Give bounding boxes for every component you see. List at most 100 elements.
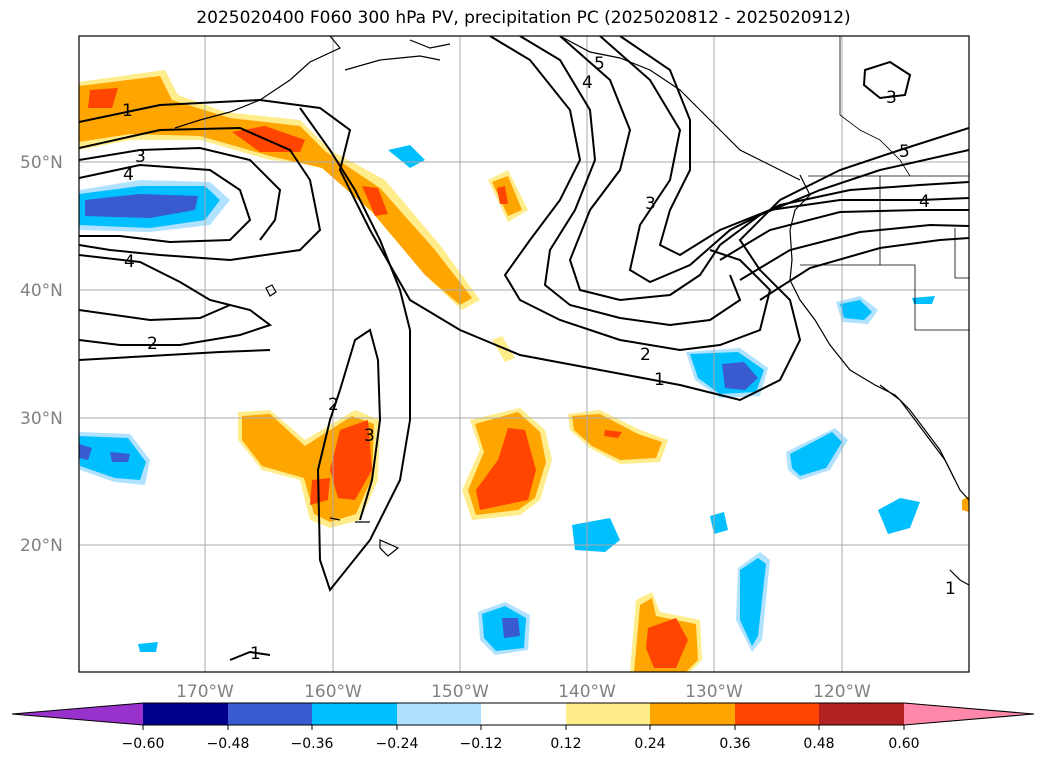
small-island — [265, 284, 277, 297]
map-title: 2025020400 F060 300 hPa PV, precipitatio… — [196, 8, 851, 28]
colorbar-segment — [312, 703, 397, 725]
map-frame — [78, 35, 970, 673]
pv-contour-17 — [739, 223, 969, 281]
contour-label: 3 — [886, 88, 897, 108]
colorbar-tick-label: 0.36 — [719, 736, 750, 752]
contour-label: 3 — [645, 194, 656, 214]
political-borders — [800, 36, 969, 331]
contour-label: 1 — [250, 644, 261, 664]
graticule — [79, 36, 969, 672]
state-border — [800, 264, 969, 331]
shade-positive — [646, 618, 688, 668]
longitude-labels: 170°W 160°W 150°W 140°W 130°W 120°W — [176, 682, 871, 702]
alaska-coast — [174, 36, 451, 129]
colorbar-tick-label: 0.12 — [550, 736, 581, 752]
colorbar-segment — [735, 703, 819, 725]
contour-labels: 1 3 4 4 2 2 3 5 4 3 2 1 5 4 3 1 1 — [122, 54, 956, 664]
colorbar-segment — [143, 703, 228, 725]
pv-contour-18 — [759, 237, 969, 301]
shade-negative — [740, 558, 766, 646]
shade-positive — [962, 496, 969, 512]
shade-positive — [88, 88, 118, 108]
pv-contour-7 — [79, 349, 271, 361]
pv-contour-10 — [229, 650, 271, 661]
latitude-labels: 50°N 40°N 30°N 20°N — [20, 153, 63, 556]
pv-contour-1 — [79, 98, 969, 402]
shade-negative — [912, 296, 935, 304]
lon-label: 120°W — [813, 682, 871, 702]
contour-label: 3 — [135, 147, 146, 167]
shade-negative — [79, 444, 92, 460]
shade-negative — [138, 642, 158, 652]
north-america-coast — [789, 174, 969, 501]
shade-negative — [572, 518, 620, 552]
shade-positive — [604, 430, 622, 438]
pv-contour-6 — [79, 304, 231, 322]
shade-negative — [110, 452, 130, 462]
coastlines — [174, 36, 969, 586]
lat-label: 20°N — [20, 536, 63, 556]
shade-positive — [492, 176, 522, 216]
contour-label: 3 — [364, 426, 375, 446]
state-border — [954, 228, 969, 279]
colorbar-tick-label: −0.24 — [376, 736, 419, 752]
contour-label: 2 — [328, 395, 339, 415]
colorbar-ticks — [142, 725, 905, 730]
contour-label: 2 — [147, 334, 158, 354]
colorbar-tick-label: 0.24 — [634, 736, 665, 752]
contour-label: 1 — [945, 579, 956, 599]
contour-label: 4 — [123, 165, 134, 185]
colorbar-tick-label: 0.48 — [803, 736, 834, 752]
colorbar-tick-label: 0.60 — [888, 736, 919, 752]
pv-contour-11 — [489, 36, 772, 352]
map-plot-area: 1 3 4 4 2 2 3 5 4 3 2 1 5 4 3 1 1 — [79, 36, 969, 672]
alaska-panhandle-coast — [559, 36, 801, 181]
pv-contour-12 — [519, 36, 742, 327]
lon-label: 150°W — [431, 682, 489, 702]
contour-label: 4 — [919, 192, 930, 212]
contour-label: 4 — [582, 73, 593, 93]
colorbar-tick-label: −0.36 — [291, 736, 334, 752]
pv-contour-14 — [599, 36, 969, 284]
colorbar-tick-label: −0.12 — [460, 736, 503, 752]
pv-contour-9 — [339, 328, 382, 521]
shade-positive — [79, 76, 472, 305]
pv-contour-8 — [299, 107, 411, 593]
baja-coast — [879, 384, 956, 481]
lon-label: 130°W — [685, 682, 743, 702]
colorbar-segment — [397, 703, 481, 725]
shade-positive — [362, 186, 388, 216]
lat-label: 30°N — [20, 409, 63, 429]
colorbar-extend-max — [904, 703, 1034, 725]
pv-contour-13 — [559, 36, 969, 302]
pv-contour-16 — [719, 209, 969, 261]
pv-contour-5 — [79, 254, 273, 346]
contour-label: 5 — [594, 54, 605, 74]
colorbar-tick-label: −0.60 — [122, 736, 165, 752]
contour-label: 4 — [124, 252, 135, 272]
shade-negative — [840, 300, 872, 320]
contour-label: 1 — [122, 101, 133, 121]
pv-contour-15 — [619, 36, 969, 257]
pv-contours — [79, 36, 969, 661]
shade-negative — [502, 618, 520, 638]
colorbar-segment — [566, 703, 650, 725]
colorbar-segment — [228, 703, 312, 725]
pv-contour-4 — [79, 163, 252, 244]
contour-label: 2 — [640, 345, 651, 365]
hawaii-islands — [329, 517, 400, 557]
shade-positive — [497, 186, 508, 204]
shade-negative — [790, 432, 842, 476]
colorbar-segment — [650, 703, 735, 725]
colorbar-segment — [481, 703, 566, 725]
pv-contour-3 — [79, 126, 322, 262]
contour-label: 5 — [899, 142, 910, 162]
shade-positive — [310, 478, 330, 505]
mexico-coast — [949, 569, 969, 586]
lon-label: 140°W — [558, 682, 616, 702]
colorbar-tick-label: −0.48 — [207, 736, 250, 752]
contour-label: 1 — [654, 370, 665, 390]
shade-positive — [330, 420, 372, 500]
shade-negative — [878, 498, 920, 534]
shade-positive — [476, 428, 536, 510]
